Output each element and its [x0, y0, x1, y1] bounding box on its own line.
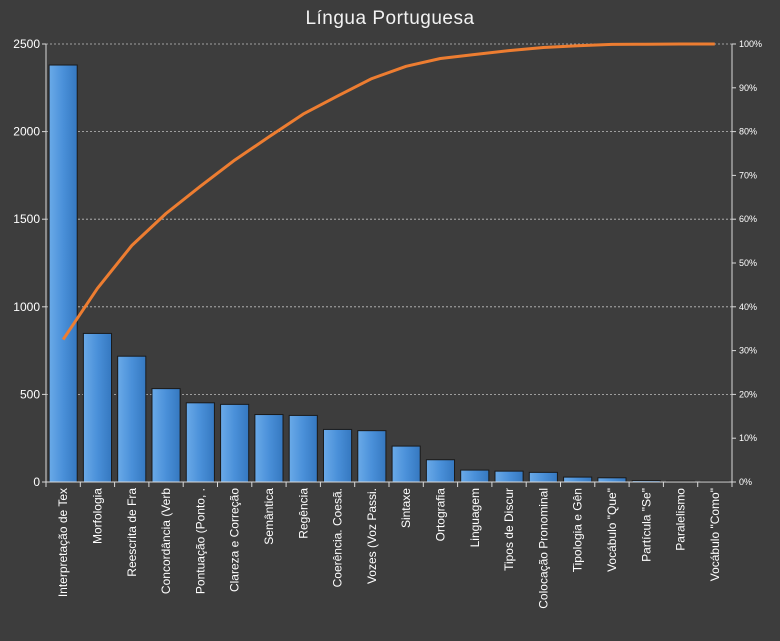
y2-tick-label: 60% [739, 214, 757, 224]
y2-tick-label: 30% [739, 346, 757, 356]
y-tick-label: 0 [33, 475, 40, 489]
x-tick-label: Vocábulo "Como" [708, 488, 722, 581]
y-tick-label: 1000 [13, 300, 40, 314]
y-tick-label: 2000 [13, 125, 40, 139]
y2-tick-label: 20% [739, 389, 757, 399]
bar-10 [357, 430, 387, 483]
y2-tick-label: 90% [739, 83, 757, 93]
bar-17 [597, 477, 627, 483]
bar-13 [460, 469, 490, 483]
x-tick-label: Vocábulo "Que" [605, 488, 619, 572]
bar-7 [254, 414, 284, 483]
bar-9 [322, 428, 353, 483]
y-tick-label: 1500 [13, 212, 40, 226]
x-tick-label: Vozes (Voz Passi. [365, 488, 379, 584]
y-tick-label: 500 [20, 387, 40, 401]
x-tick-label: Concordância (Verb [159, 488, 173, 594]
bar-2 [82, 332, 113, 483]
x-tick-label: Colocação Pronominal [536, 488, 550, 609]
bar-12 [425, 459, 456, 483]
bar-15 [528, 471, 558, 483]
x-tick-label: Ortografia [433, 488, 447, 542]
x-tick-label: Sintaxe [399, 488, 413, 528]
y2-tick-label: 100% [739, 39, 762, 49]
y2-tick-label: 0% [739, 477, 752, 487]
x-tick-label: Morfologia [90, 488, 104, 544]
cumulative-line [61, 42, 715, 341]
chart-title: Língua Portuguesa [305, 8, 475, 29]
x-tick-label: Coerência. Coesã. [331, 488, 345, 587]
x-tick-label: Pontuação (Ponto, . [193, 488, 207, 594]
x-tick-label: Reescrita de Fra [125, 488, 139, 577]
x-tick-label: Regência [296, 488, 310, 539]
x-tick-label: Linguagem [468, 488, 482, 547]
x-tick-label: Clareza e Correção [228, 488, 242, 592]
y2-tick-label: 50% [739, 258, 757, 268]
bar-11 [391, 445, 421, 483]
bar-5 [185, 402, 215, 483]
bar-14 [494, 470, 524, 483]
x-tick-label: Tipos de Discur [502, 488, 516, 571]
x-tick-label: Interpretação de Tex [56, 488, 70, 597]
bar-3 [117, 355, 147, 483]
y-tick-label: 2500 [13, 37, 40, 51]
x-tick-label: Tipologia e Gên [571, 488, 585, 572]
y2-tick-label: 70% [739, 170, 757, 180]
x-tick-label: Partícula "Se" [639, 488, 653, 562]
x-tick-label: Paralelismo [674, 488, 688, 551]
x-tick-label: Semântica [262, 488, 276, 545]
bar-4 [151, 388, 181, 483]
y2-tick-label: 80% [739, 127, 757, 137]
bar-1 [48, 64, 78, 483]
bar-6 [220, 403, 250, 483]
bar-8 [288, 414, 318, 483]
y2-tick-label: 40% [739, 302, 757, 312]
y2-tick-label: 10% [739, 433, 757, 443]
bar-16 [563, 476, 593, 483]
